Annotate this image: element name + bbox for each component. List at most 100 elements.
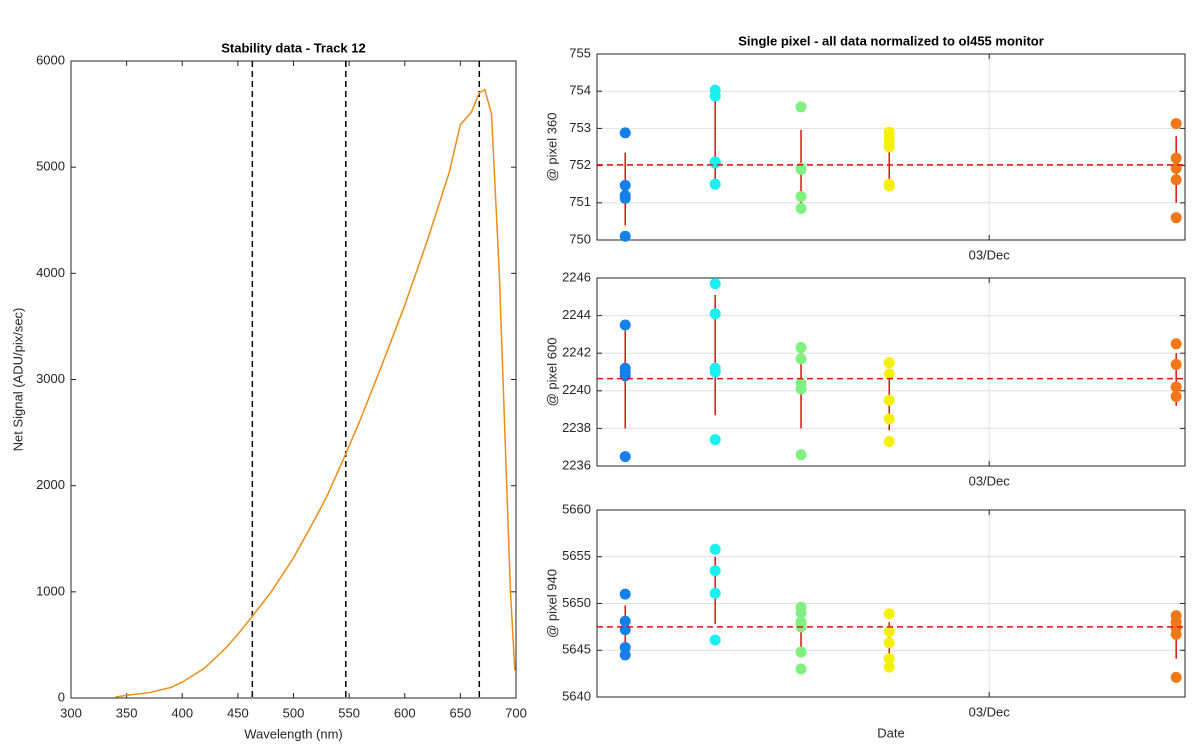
data-point [1170, 118, 1182, 130]
y-tick-label: 752 [569, 157, 591, 172]
plot-frame [596, 277, 1186, 467]
data-point [795, 663, 807, 675]
data-point [709, 90, 721, 102]
plot-frame [70, 60, 517, 699]
x-tick-label: 400 [171, 705, 193, 720]
data-point [795, 353, 807, 365]
data-point [709, 543, 721, 555]
x-tick-label: 350 [116, 705, 138, 720]
data-point [795, 646, 807, 658]
y-tick-label: 751 [569, 194, 591, 209]
data-point [1170, 671, 1182, 683]
data-point [883, 661, 895, 673]
y-tick-label: 2236 [562, 457, 591, 472]
data-point [883, 141, 895, 153]
data-point [619, 127, 631, 139]
y-axis-label: Net Signal (ADU/pix/sec) [10, 308, 25, 452]
x-tick-label: 450 [227, 705, 249, 720]
y-tick-label: 750 [569, 231, 591, 246]
x-axis-label: Date [877, 725, 904, 740]
y-tick-label: 3000 [36, 371, 65, 386]
data-point [619, 230, 631, 242]
data-point [883, 357, 895, 369]
data-point [709, 157, 721, 169]
data-point [709, 434, 721, 446]
data-point [1170, 390, 1182, 402]
data-point [795, 202, 807, 214]
y-tick-label: 2238 [562, 420, 591, 435]
data-point [883, 653, 895, 665]
plot-frame [596, 509, 1186, 698]
data-point [619, 624, 631, 636]
y-tick-label: 5000 [36, 159, 65, 174]
y-tick-label: 5660 [562, 501, 591, 516]
y-tick-label: 754 [569, 83, 591, 98]
data-point [619, 179, 631, 191]
data-point [1170, 628, 1182, 640]
data-point [883, 608, 895, 620]
data-point [1170, 358, 1182, 370]
data-point [619, 615, 631, 627]
data-point [619, 451, 631, 463]
y-tick-label: 4000 [36, 265, 65, 280]
y-axis-label: @ pixel 360 [544, 113, 559, 182]
data-point [883, 394, 895, 406]
x-tick-label: 03/Dec [969, 247, 1011, 262]
data-point [883, 413, 895, 425]
data-point [795, 607, 807, 619]
y-tick-label: 5645 [562, 642, 591, 657]
y-tick-label: 2240 [562, 382, 591, 397]
data-point [709, 366, 721, 378]
x-tick-label: 650 [450, 705, 472, 720]
x-tick-label: 500 [283, 705, 305, 720]
x-tick-label: 550 [338, 705, 360, 720]
data-point [795, 190, 807, 202]
data-point [1170, 152, 1182, 164]
y-tick-label: 6000 [36, 52, 65, 67]
data-point [883, 180, 895, 192]
data-point [709, 178, 721, 190]
data-point [795, 342, 807, 354]
data-point [1170, 174, 1182, 186]
data-point [795, 449, 807, 461]
data-point [795, 163, 807, 175]
y-tick-label: 2244 [562, 307, 591, 322]
x-tick-label: 300 [60, 705, 82, 720]
x-tick-label: 03/Dec [969, 704, 1011, 719]
data-point [619, 649, 631, 661]
data-point [883, 368, 895, 380]
data-point [619, 588, 631, 600]
x-tick-label: 600 [394, 705, 416, 720]
y-tick-label: 2000 [36, 477, 65, 492]
data-point [619, 319, 631, 331]
data-point [795, 101, 807, 113]
chart-title: Single pixel - all data normalized to ol… [738, 33, 1044, 48]
y-tick-label: 2246 [562, 269, 591, 284]
y-tick-label: 755 [569, 45, 591, 60]
x-tick-label: 03/Dec [969, 473, 1011, 488]
data-point [883, 436, 895, 448]
y-tick-label: 5650 [562, 595, 591, 610]
plot-frame [596, 53, 1186, 241]
data-point [883, 637, 895, 649]
y-tick-label: 1000 [36, 583, 65, 598]
y-tick-label: 753 [569, 120, 591, 135]
y-tick-label: 5640 [562, 688, 591, 703]
y-tick-label: 5655 [562, 548, 591, 563]
y-axis-label: @ pixel 600 [544, 338, 559, 407]
data-point [709, 308, 721, 320]
data-point [619, 192, 631, 204]
data-point [619, 370, 631, 382]
x-axis-label: Wavelength (nm) [244, 726, 343, 741]
data-point [1170, 212, 1182, 224]
data-point [883, 626, 895, 638]
y-tick-label: 0 [58, 689, 65, 704]
y-tick-label: 2242 [562, 345, 591, 360]
data-point [709, 587, 721, 599]
chart-title: Stability data - Track 12 [221, 40, 366, 55]
data-point [1170, 338, 1182, 350]
y-axis-label: @ pixel 940 [544, 569, 559, 638]
data-line [115, 88, 516, 698]
x-tick-label: 700 [505, 705, 527, 720]
